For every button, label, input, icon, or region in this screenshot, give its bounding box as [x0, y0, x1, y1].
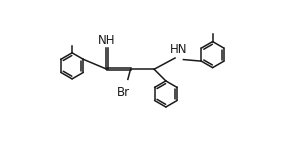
Text: HN: HN: [169, 43, 187, 56]
Text: NH: NH: [98, 34, 116, 47]
Text: Br: Br: [117, 86, 130, 99]
